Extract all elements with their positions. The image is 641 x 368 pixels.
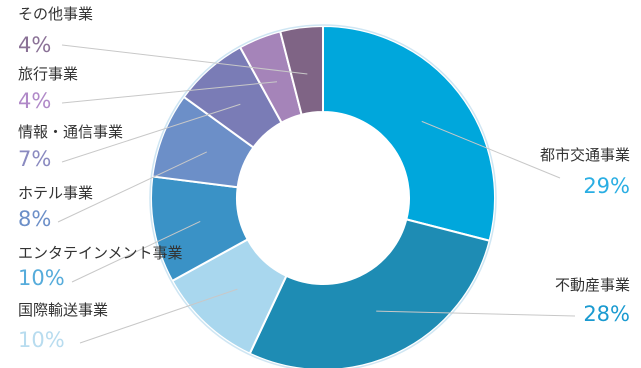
slice-name-4: エンタテインメント事業 xyxy=(18,244,183,262)
slice-name-5: ホテル事業 xyxy=(18,184,93,202)
leader-line-6 xyxy=(61,103,241,163)
slice-1 xyxy=(322,24,496,242)
slice-percent-7: 4% xyxy=(18,89,51,113)
leader-line-3 xyxy=(79,288,238,344)
slice-labels: 都市交通事業 29% 不動産事業 28% 国際輸送事業 10% エンタテインメント事業 10%… xyxy=(18,5,630,352)
slice-percent-1: 29% xyxy=(583,174,630,198)
donut-slices xyxy=(149,24,497,368)
slice-name-1: 都市交通事業 xyxy=(540,146,630,164)
slice-percent-3: 10% xyxy=(18,328,65,352)
slice-name-8: その他事業 xyxy=(18,5,93,23)
slice-percent-2: 28% xyxy=(583,302,630,326)
slice-name-2: 不動産事業 xyxy=(555,276,630,294)
slice-percent-8: 4% xyxy=(18,33,51,57)
slice-name-6: 情報・通信事業 xyxy=(18,123,123,141)
leader-line-7 xyxy=(61,81,278,104)
leader-line-8 xyxy=(61,44,308,75)
slice-8 xyxy=(279,24,324,116)
leader-line-5 xyxy=(57,151,207,223)
leader-lines xyxy=(57,44,576,344)
slice-2 xyxy=(248,218,491,368)
slice-name-3: 国際輸送事業 xyxy=(18,301,108,319)
donut-outer-ring xyxy=(149,24,497,368)
leader-line-1 xyxy=(421,120,561,179)
slice-percent-5: 8% xyxy=(18,207,51,231)
slice-percent-4: 10% xyxy=(18,266,65,290)
slice-name-7: 旅行事業 xyxy=(18,65,78,83)
leader-line-4 xyxy=(71,220,201,283)
leader-line-2 xyxy=(376,310,576,317)
slice-percent-6: 7% xyxy=(18,147,51,171)
